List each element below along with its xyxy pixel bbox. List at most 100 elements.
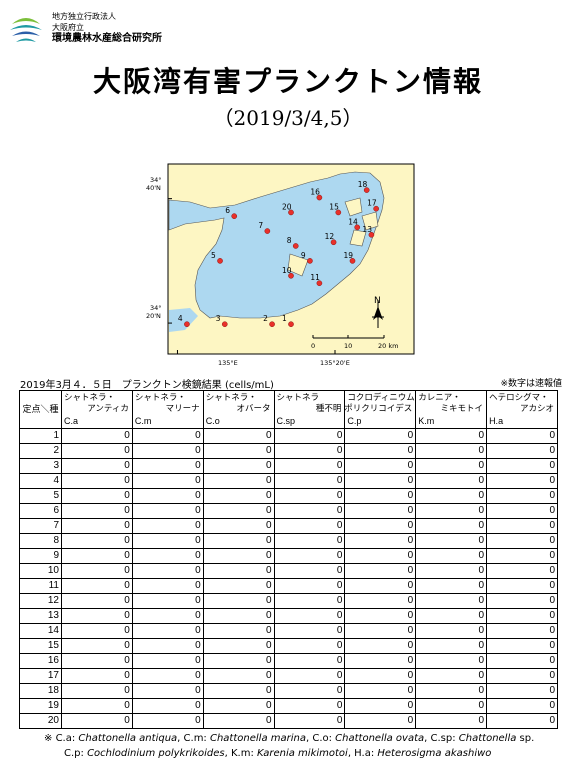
cell-count: 0	[131, 638, 204, 654]
cell-count: 0	[131, 668, 204, 684]
station-marker	[288, 272, 294, 279]
cell-count: 0	[61, 428, 133, 444]
cell-count: 0	[273, 533, 346, 549]
cell-count: 0	[486, 563, 558, 579]
cell-count: 0	[202, 563, 275, 579]
species-abbr: C.m	[134, 416, 152, 426]
cell-count: 0	[415, 638, 488, 654]
footnote-abbr: C.a:	[55, 733, 79, 744]
cell-count: 0	[344, 653, 417, 669]
corner-header: 定点＼種	[19, 390, 62, 429]
station-number: 20	[19, 713, 62, 729]
station-marker	[184, 321, 190, 327]
species-name-part2: ポリクリコイデス	[344, 403, 413, 413]
cell-count: 0	[202, 593, 275, 609]
cell-count: 0	[61, 443, 133, 459]
cell-count: 0	[415, 458, 488, 474]
cell-count: 0	[131, 473, 204, 489]
cell-count: 0	[273, 608, 346, 624]
footnote-species-name: Cochlodinium polykrikoides	[87, 748, 225, 759]
scale-label-20: 20 km	[378, 342, 398, 350]
page-title: 大阪湾有害プランクトン情報	[92, 65, 483, 98]
cell-count: 0	[202, 623, 275, 639]
station-number: 13	[19, 608, 62, 624]
cell-count: 0	[415, 428, 488, 444]
cell-count: 0	[486, 668, 558, 684]
cell-count: 0	[61, 623, 133, 639]
cell-count: 0	[415, 683, 488, 699]
cell-count: 0	[202, 443, 275, 459]
station-marker	[368, 231, 375, 238]
station-marker	[330, 239, 337, 246]
cell-count: 0	[486, 443, 558, 459]
species-abbr: C.a	[64, 416, 79, 426]
cell-count: 0	[202, 488, 275, 504]
cell-count: 0	[415, 488, 488, 504]
cell-count: 0	[202, 548, 275, 564]
cell-count: 0	[344, 518, 417, 534]
org-name: 環境農林水産総合研究所	[52, 33, 162, 44]
cell-count: 0	[486, 638, 558, 654]
cell-count: 0	[344, 473, 417, 489]
species-abbr: H.a	[489, 416, 504, 426]
cell-count: 0	[131, 578, 204, 594]
cell-count: 0	[273, 428, 346, 444]
station-label: 12	[325, 232, 335, 241]
table-row: 16 0 0 0 0 0 0 0	[19, 653, 558, 669]
cell-count: 0	[415, 518, 488, 534]
cell-count: 0	[486, 698, 558, 714]
station-number: 16	[19, 653, 62, 669]
station-label: 3	[216, 314, 221, 323]
cell-count: 0	[415, 593, 488, 609]
cell-count: 0	[486, 503, 558, 519]
cell-count: 0	[273, 593, 346, 609]
cell-count: 0	[131, 548, 204, 564]
cell-count: 0	[415, 503, 488, 519]
cell-count: 0	[273, 503, 346, 519]
station-marker	[335, 209, 342, 216]
station-marker	[354, 224, 361, 231]
station-number: 3	[19, 458, 62, 474]
table-note: ※数字は速報値	[500, 379, 562, 389]
station-label: 6	[225, 206, 230, 215]
cell-count: 0	[202, 578, 275, 594]
cell-count: 0	[273, 653, 346, 669]
cell-count: 0	[344, 698, 417, 714]
cell-count: 0	[344, 488, 417, 504]
cell-count: 0	[202, 698, 275, 714]
cell-count: 0	[273, 473, 346, 489]
station-label: 20	[282, 202, 292, 211]
cell-count: 0	[61, 593, 133, 609]
cell-count: 0	[61, 533, 133, 549]
station-label: 13	[362, 225, 372, 234]
station-marker	[231, 213, 238, 219]
station-label: 16	[310, 188, 320, 197]
station-marker	[316, 194, 323, 201]
footnote-species-name: Karenia mikimotoi	[257, 748, 348, 759]
cell-count: 0	[344, 548, 417, 564]
station-label: 1	[282, 314, 287, 323]
cell-count: 0	[273, 518, 346, 534]
cell-count: 0	[202, 503, 275, 519]
cell-count: 0	[344, 443, 417, 459]
station-marker	[221, 321, 228, 327]
cell-count: 0	[415, 668, 488, 684]
table-row: 14 0 0 0 0 0 0 0	[19, 623, 558, 639]
species-name-part1: カレニア・	[418, 392, 461, 402]
cell-count: 0	[61, 683, 133, 699]
cell-count: 0	[344, 428, 417, 444]
north-arrow-icon	[372, 300, 384, 328]
table-caption: 2019年3月４．５日 プランクトン検鏡結果 (cells/mL)	[20, 380, 274, 391]
species-abbr: C.o	[205, 416, 220, 426]
cell-count: 0	[61, 608, 133, 624]
species-name-part2: ミキモトイ	[440, 403, 484, 413]
station-marker	[217, 258, 223, 264]
cell-count: 0	[202, 518, 275, 534]
station-number: 9	[19, 548, 62, 564]
station-number: 4	[19, 473, 62, 489]
species-name-part1: ヘテロシグマ・	[489, 392, 549, 402]
table-row: 18 0 0 0 0 0 0 0	[19, 683, 558, 699]
